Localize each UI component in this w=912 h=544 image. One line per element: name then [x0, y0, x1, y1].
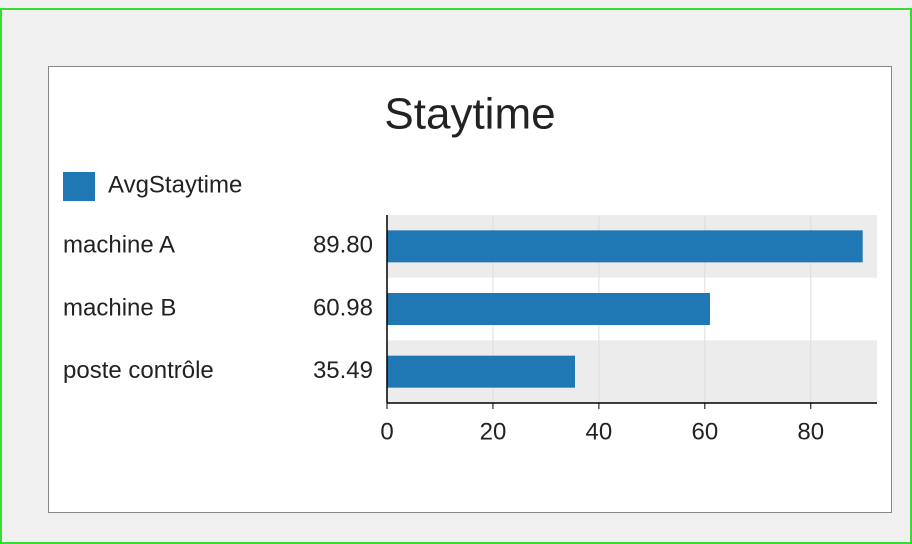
bar [387, 230, 863, 263]
x-tick-label: 60 [691, 418, 718, 445]
y-tick-label: machine B [63, 294, 176, 321]
bar [387, 355, 576, 388]
chart-panel [48, 66, 892, 513]
x-tick-label: 40 [586, 418, 613, 445]
y-tick-label: poste contrôle [63, 357, 214, 384]
x-tick-label: 80 [797, 418, 824, 445]
legend-label: AvgStaytime [108, 171, 242, 198]
chart-title: Staytime [384, 90, 555, 139]
y-tick-label: machine A [63, 232, 175, 259]
value-label: 35.49 [313, 357, 373, 384]
value-label: 89.80 [313, 232, 373, 259]
legend-swatch [63, 172, 95, 201]
x-tick-label: 0 [380, 418, 393, 445]
value-label: 60.98 [313, 294, 373, 321]
x-tick-label: 20 [480, 418, 507, 445]
bar [387, 293, 711, 325]
